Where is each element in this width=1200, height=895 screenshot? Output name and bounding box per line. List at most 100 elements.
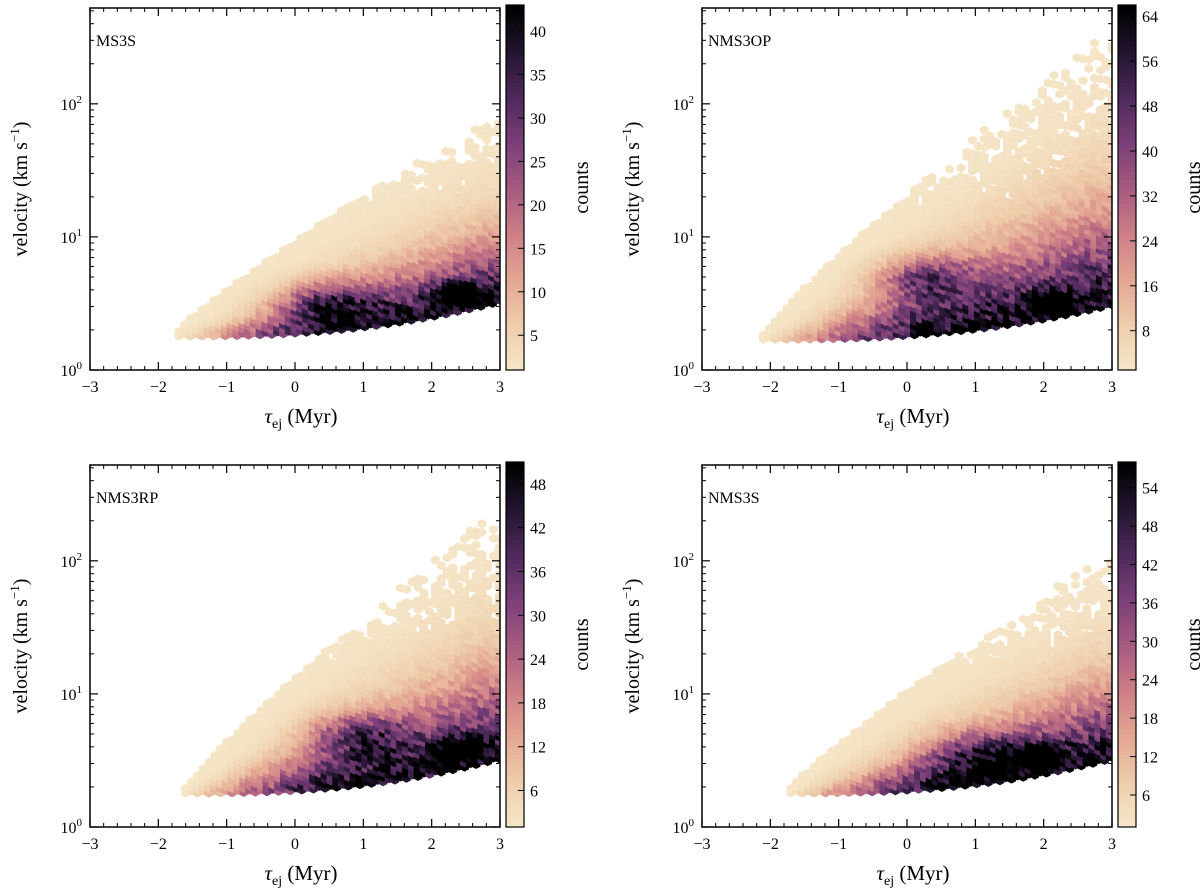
colorbar-segment bbox=[506, 219, 524, 225]
colorbar bbox=[506, 5, 524, 371]
colorbar-segment bbox=[506, 37, 524, 43]
hexbin-cell bbox=[1032, 98, 1041, 108]
colorbar-segment bbox=[1118, 175, 1136, 180]
colorbar-segment bbox=[1118, 321, 1136, 326]
colorbar-segment bbox=[1118, 284, 1136, 290]
colorbar-segment bbox=[506, 171, 524, 176]
hexbin-cell bbox=[372, 617, 382, 627]
hexbin-cell bbox=[447, 147, 457, 157]
colorbar-segment bbox=[1118, 203, 1136, 209]
colorbar-tick-label: 5 bbox=[530, 328, 538, 345]
colorbar-tick-label: 64 bbox=[1142, 9, 1158, 26]
colorbar-segment bbox=[1118, 102, 1136, 107]
colorbar-segment bbox=[506, 264, 524, 270]
hexbin-cell bbox=[1066, 78, 1076, 88]
colorbar-segment bbox=[1118, 37, 1136, 43]
colorbar-segment bbox=[1118, 126, 1136, 132]
colorbar-segment bbox=[1118, 361, 1136, 367]
colorbar-segment bbox=[1118, 13, 1136, 18]
hexbin-cell bbox=[482, 157, 492, 167]
colorbar-segment bbox=[1118, 248, 1136, 253]
colorbar-segment bbox=[1118, 337, 1136, 343]
panel-label: MS3S bbox=[96, 33, 136, 50]
hexbin-cell bbox=[1020, 121, 1030, 132]
colorbar-segment bbox=[506, 297, 524, 302]
colorbar-segment bbox=[506, 349, 524, 355]
colorbar-segment bbox=[506, 25, 524, 30]
colorbar-frame bbox=[505, 4, 525, 371]
colorbar-segment bbox=[506, 207, 524, 213]
colorbar-segment bbox=[1118, 219, 1136, 225]
colorbar-segment bbox=[506, 146, 524, 152]
colorbar bbox=[1118, 5, 1136, 371]
colorbar-segment bbox=[506, 195, 524, 201]
colorbar-label: counts bbox=[571, 161, 593, 213]
colorbar-segment bbox=[506, 203, 524, 209]
hexbin-cell bbox=[1055, 111, 1065, 121]
colorbar-segment bbox=[506, 163, 524, 168]
colorbar-segment bbox=[1118, 325, 1136, 331]
hexbin-cell bbox=[1084, 63, 1094, 74]
colorbar-segment bbox=[506, 305, 524, 310]
colorbar-segment bbox=[1118, 9, 1136, 14]
colorbar-segment bbox=[506, 106, 524, 112]
colorbar-segment bbox=[506, 329, 524, 335]
colorbar-segment bbox=[1118, 65, 1136, 71]
colorbar-segment bbox=[1118, 211, 1136, 217]
colorbar-segment bbox=[506, 53, 524, 59]
colorbar-segment bbox=[1118, 305, 1136, 310]
colorbar-segment bbox=[1118, 357, 1136, 363]
colorbar-segment bbox=[1118, 187, 1136, 193]
colorbar-segment bbox=[506, 345, 524, 351]
colorbar-segment bbox=[1118, 122, 1136, 128]
hexbin-cell bbox=[470, 142, 480, 152]
colorbar-segment bbox=[506, 138, 524, 144]
colorbar-segment bbox=[1118, 114, 1136, 120]
colorbar-tick-label: 25 bbox=[530, 154, 546, 171]
colorbar-tick-label: 40 bbox=[530, 24, 546, 41]
y-tick-label: 102 bbox=[61, 94, 83, 114]
hexbin-cell bbox=[1061, 99, 1070, 109]
x-tick-label: 3 bbox=[496, 379, 504, 396]
colorbar-tick-label: 15 bbox=[530, 241, 546, 258]
colorbar-segment bbox=[506, 118, 524, 124]
colorbar-segment bbox=[1118, 232, 1136, 237]
hexbin-cell bbox=[464, 137, 474, 147]
colorbar-segment bbox=[1118, 49, 1136, 55]
colorbar-segment bbox=[506, 292, 524, 298]
hexbin-cell bbox=[425, 607, 434, 617]
hexbin-cell bbox=[1078, 89, 1088, 99]
colorbar-segment bbox=[1118, 41, 1136, 47]
colorbar-segment bbox=[506, 122, 524, 128]
hexbin-cell bbox=[979, 151, 989, 162]
colorbar-segment bbox=[506, 199, 524, 205]
colorbar-segment bbox=[1118, 288, 1136, 294]
colorbar-segment bbox=[1118, 17, 1136, 22]
colorbar-segment bbox=[1118, 98, 1136, 103]
colorbar-segment bbox=[506, 9, 524, 14]
hexbin-cell bbox=[419, 575, 429, 585]
colorbar-segment bbox=[506, 78, 524, 83]
hexbin-cell bbox=[1107, 89, 1112, 99]
colorbar-segment bbox=[1118, 256, 1136, 262]
x-tick-label: 1 bbox=[359, 379, 367, 396]
colorbar-tick-label: 20 bbox=[530, 198, 546, 215]
colorbar-segment bbox=[1118, 57, 1136, 63]
colorbar-segment bbox=[506, 151, 524, 156]
hexbin-cell bbox=[1107, 58, 1112, 68]
colorbar-segment bbox=[506, 21, 524, 26]
colorbar-segment bbox=[1118, 179, 1136, 185]
hexbin-cell bbox=[448, 562, 458, 573]
x-tick-label: −3 bbox=[81, 379, 98, 396]
y-tick-label: 101 bbox=[61, 227, 83, 247]
colorbar-segment bbox=[1118, 236, 1136, 241]
colorbar-segment bbox=[1118, 86, 1136, 91]
hexbin-cell bbox=[493, 154, 500, 164]
colorbar-segment bbox=[506, 86, 524, 91]
hexbin-cell bbox=[1107, 76, 1112, 86]
colorbar-segment bbox=[506, 45, 524, 51]
hexbin-cell bbox=[436, 560, 446, 571]
